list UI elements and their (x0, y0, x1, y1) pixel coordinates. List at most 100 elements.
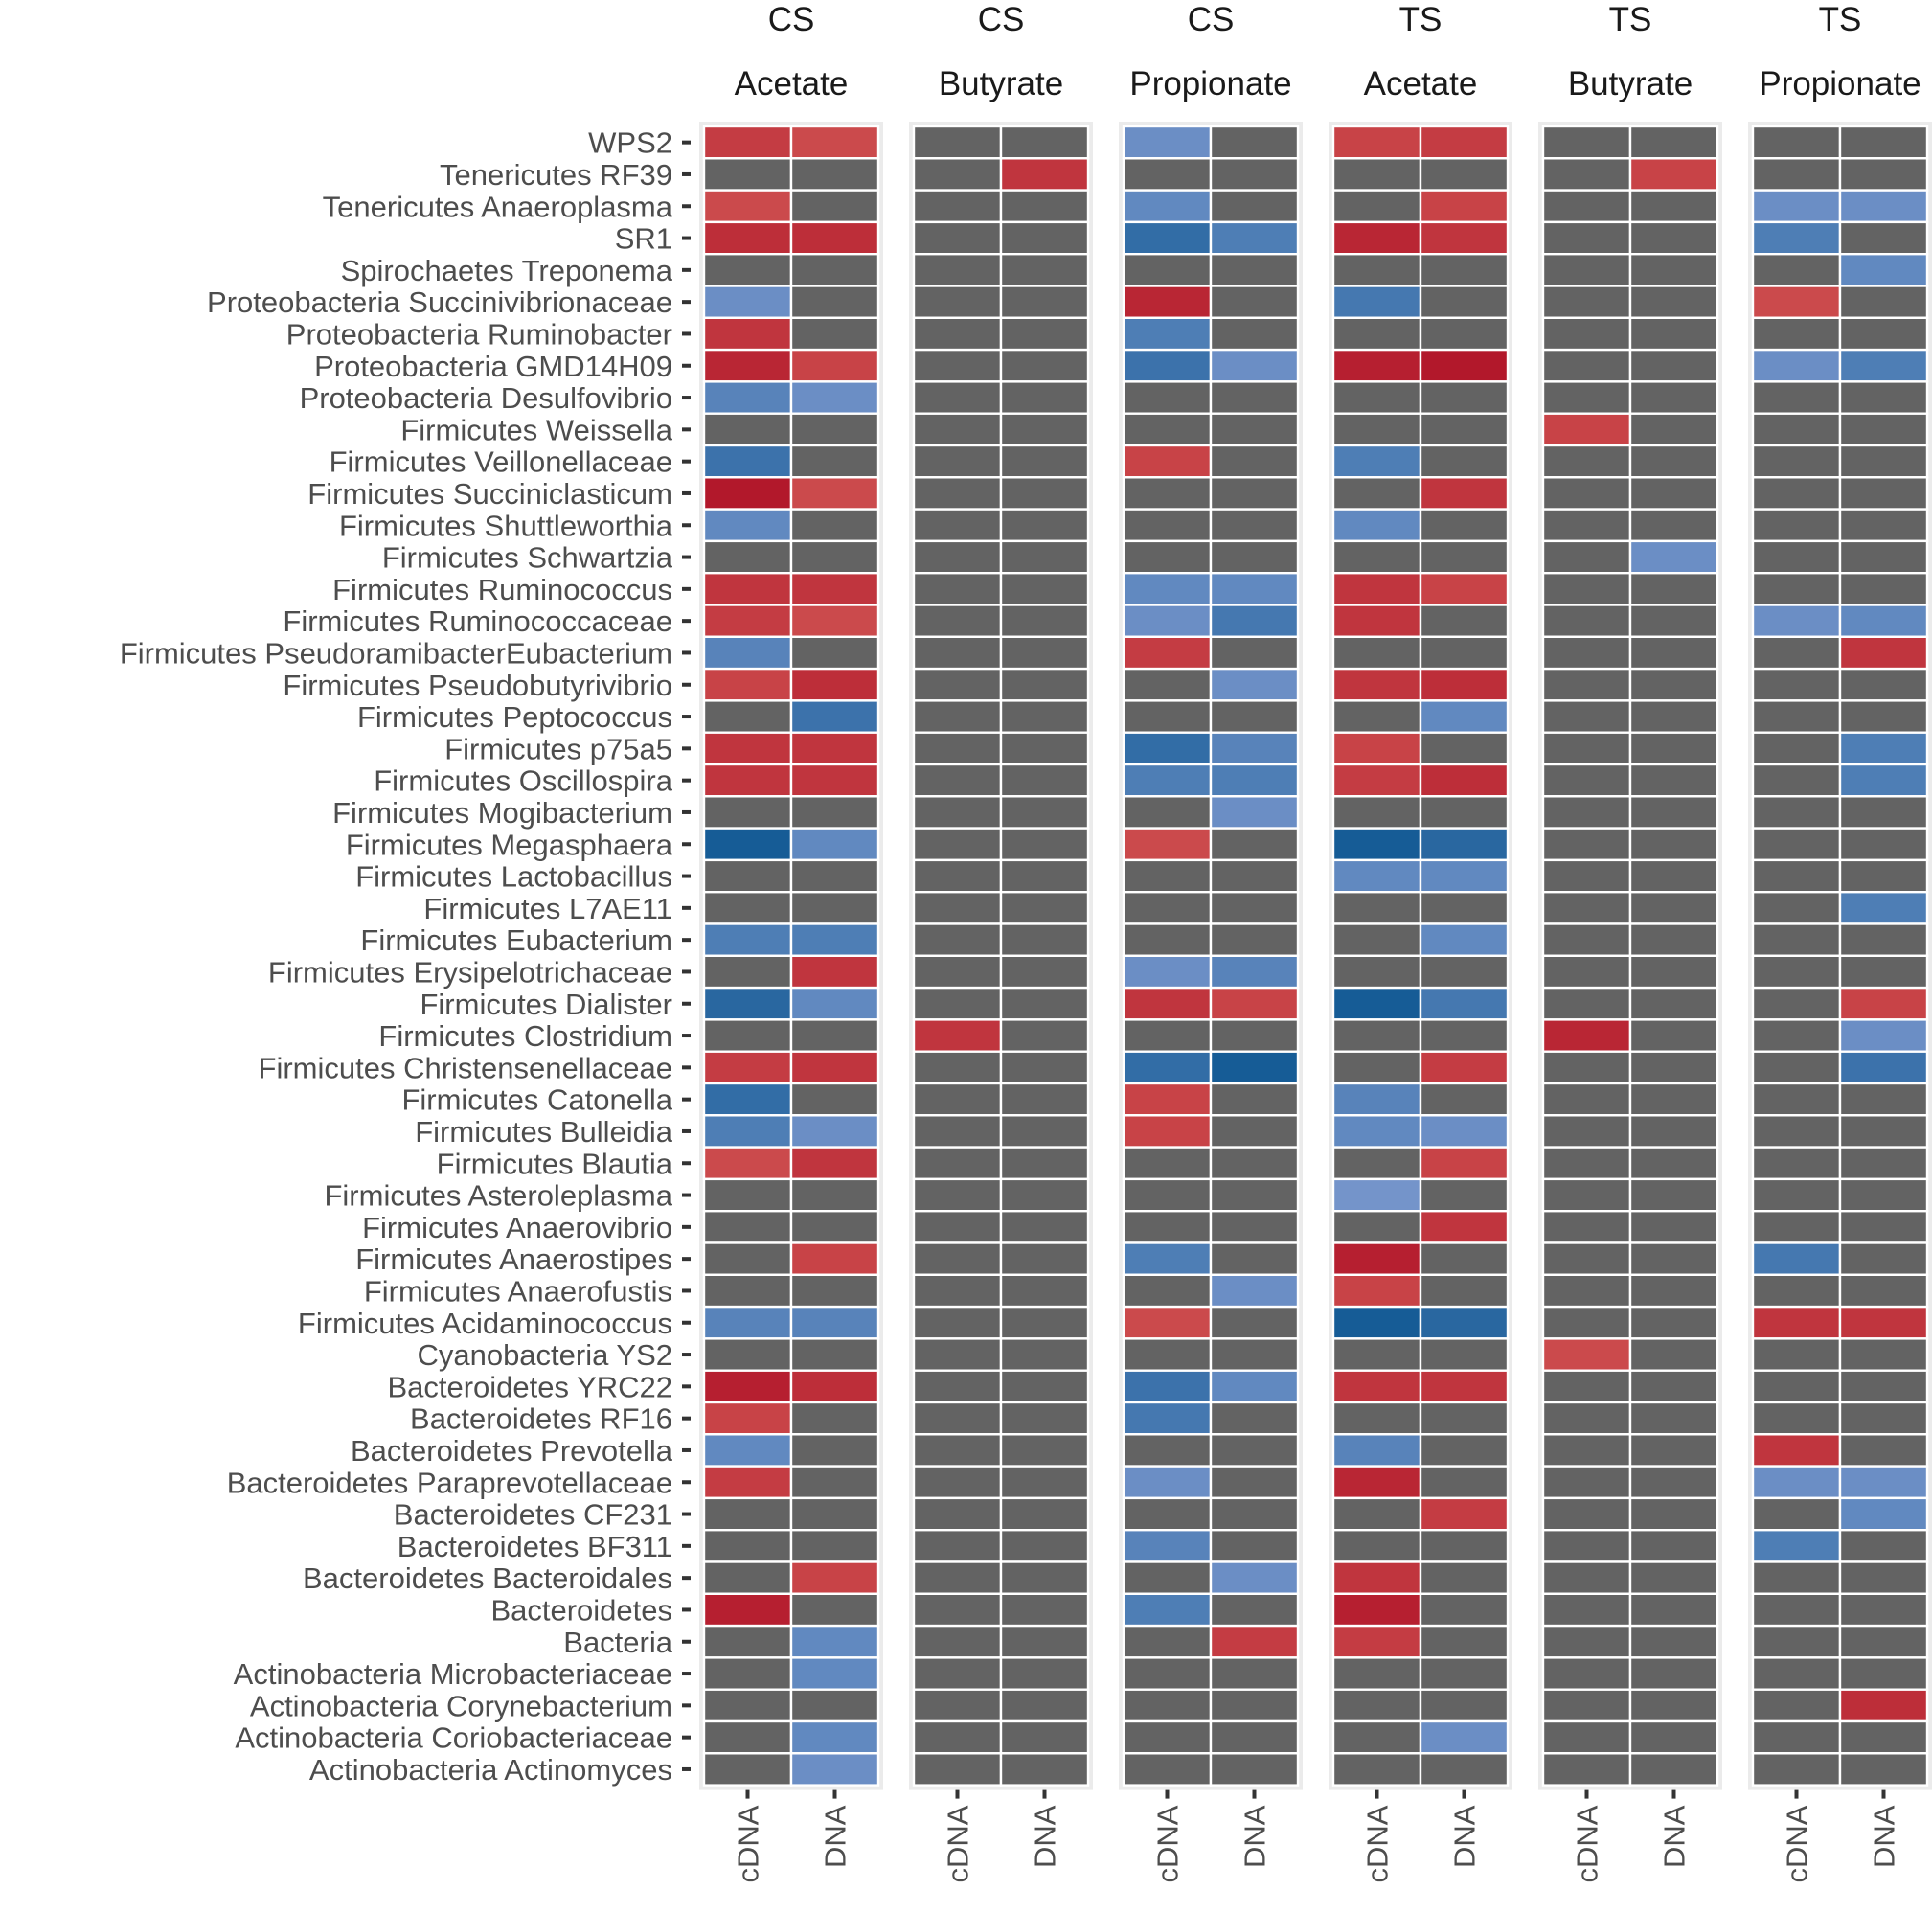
heatmap-cell (912, 220, 1003, 256)
heatmap-cell (789, 1337, 880, 1372)
heatmap-cell (1122, 1592, 1213, 1628)
heatmap-cell (789, 1018, 880, 1053)
column-label: cDNA (1781, 1805, 1814, 1882)
heatmap-cell (1209, 763, 1300, 798)
row-label: Proteobacteria Ruminobacter (286, 317, 672, 351)
heatmap-cell (1628, 1496, 1719, 1532)
heatmap-cell (912, 476, 1003, 511)
heatmap-cell (1331, 316, 1422, 352)
heatmap-cell (1541, 1688, 1632, 1723)
heatmap-cell (1541, 125, 1632, 160)
heatmap-cell (999, 1496, 1090, 1532)
heatmap-cell (1209, 1592, 1300, 1628)
heatmap-cell (1751, 444, 1842, 479)
heatmap-cell (789, 604, 880, 638)
heatmap-cell (702, 220, 793, 256)
heatmap-cell (1751, 1465, 1842, 1500)
heatmap-cell (1628, 1177, 1719, 1213)
heatmap-cell (1541, 635, 1632, 671)
row-label: Bacteroidetes BF311 (398, 1530, 672, 1563)
heatmap-cell (999, 444, 1090, 479)
heatmap-cell (1122, 1241, 1213, 1276)
heatmap-cell (912, 1146, 1003, 1181)
heatmap-cell (912, 1401, 1003, 1436)
row-label: Firmicutes Ruminococcaceae (283, 604, 672, 638)
heatmap-cell (1209, 1433, 1300, 1468)
heatmap-cell (1419, 1146, 1510, 1181)
heatmap-cell (1541, 1050, 1632, 1085)
heatmap-cell (1419, 699, 1510, 734)
heatmap-cell (999, 476, 1090, 511)
heatmap-cell (1838, 220, 1929, 256)
heatmap-cell (1838, 954, 1929, 990)
heatmap-cell (1751, 922, 1842, 957)
heatmap-cell (1331, 125, 1422, 160)
heatmap-cell (702, 827, 793, 862)
heatmap-cell (702, 1719, 793, 1755)
heatmap-cell (789, 125, 880, 160)
heatmap-cell (999, 412, 1090, 447)
heatmap-cell (1331, 380, 1422, 415)
heatmap-cell (1209, 954, 1300, 990)
row-label: Bacteroidetes CF231 (394, 1498, 672, 1532)
heatmap-cell (1541, 253, 1632, 287)
heatmap-cell (1751, 763, 1842, 798)
heatmap-cell (999, 1305, 1090, 1340)
heatmap-cell (1419, 1018, 1510, 1053)
heatmap-cell (912, 1624, 1003, 1659)
heatmap-cell (912, 1305, 1003, 1340)
row-label: Firmicutes Anaerovibrio (362, 1211, 672, 1244)
facet-group-label: CS (768, 1, 815, 38)
heatmap-cell (912, 1496, 1003, 1532)
heatmap-cell (1419, 1177, 1510, 1213)
heatmap-cell (1628, 572, 1719, 606)
facet-panel: CS Acetate cDNA DNA (699, 1, 883, 1883)
heatmap-cell (702, 667, 793, 702)
heatmap-cell (1751, 285, 1842, 319)
heatmap-cell (1838, 1369, 1929, 1404)
heatmap-cell (702, 635, 793, 671)
heatmap-cell (1628, 1752, 1719, 1787)
heatmap-cell (1838, 1496, 1929, 1532)
heatmap-cell (1122, 1146, 1213, 1181)
row-label: Proteobacteria GMD14H09 (314, 350, 672, 383)
row-label: Bacteroidetes Paraprevotellaceae (227, 1466, 672, 1499)
heatmap-cell (1838, 572, 1929, 606)
heatmap-cell (912, 731, 1003, 766)
row-label: WPS2 (588, 126, 672, 160)
heatmap-cell (1838, 1560, 1929, 1595)
heatmap-cell (1331, 1401, 1422, 1436)
heatmap-cell (1628, 285, 1719, 319)
column-label: cDNA (732, 1805, 765, 1882)
heatmap-cell (1209, 1273, 1300, 1309)
heatmap-cell (789, 891, 880, 925)
heatmap-cell (1541, 508, 1632, 543)
heatmap-cell (789, 253, 880, 287)
heatmap-cell (1122, 125, 1213, 160)
row-label: Firmicutes Clostridium (378, 1019, 672, 1053)
heatmap-cell (1751, 1369, 1842, 1404)
heatmap-cell (1331, 986, 1422, 1021)
heatmap-cell (1331, 763, 1422, 798)
row-label: Firmicutes Catonella (401, 1083, 672, 1117)
heatmap-cell (702, 922, 793, 957)
facet-variable-label: Butyrate (1568, 65, 1693, 102)
heatmap-cell (1209, 1241, 1300, 1276)
heatmap-cell (1331, 1752, 1422, 1787)
heatmap-cell (999, 891, 1090, 925)
heatmap-cell (1209, 539, 1300, 575)
heatmap-cell (1541, 1433, 1632, 1468)
heatmap-cell (999, 635, 1090, 671)
heatmap-cell (1751, 253, 1842, 287)
heatmap-cell (1331, 922, 1422, 957)
heatmap-cell (1838, 125, 1929, 160)
facet-group-label: TS (1609, 1, 1652, 38)
heatmap-cell (1209, 986, 1300, 1021)
heatmap-cell (789, 476, 880, 511)
heatmap-cell (1628, 1465, 1719, 1500)
heatmap-cell (1541, 1146, 1632, 1181)
heatmap-cell (999, 1050, 1090, 1085)
column-label: DNA (819, 1805, 852, 1868)
row-label: Firmicutes Peptococcus (357, 700, 672, 734)
